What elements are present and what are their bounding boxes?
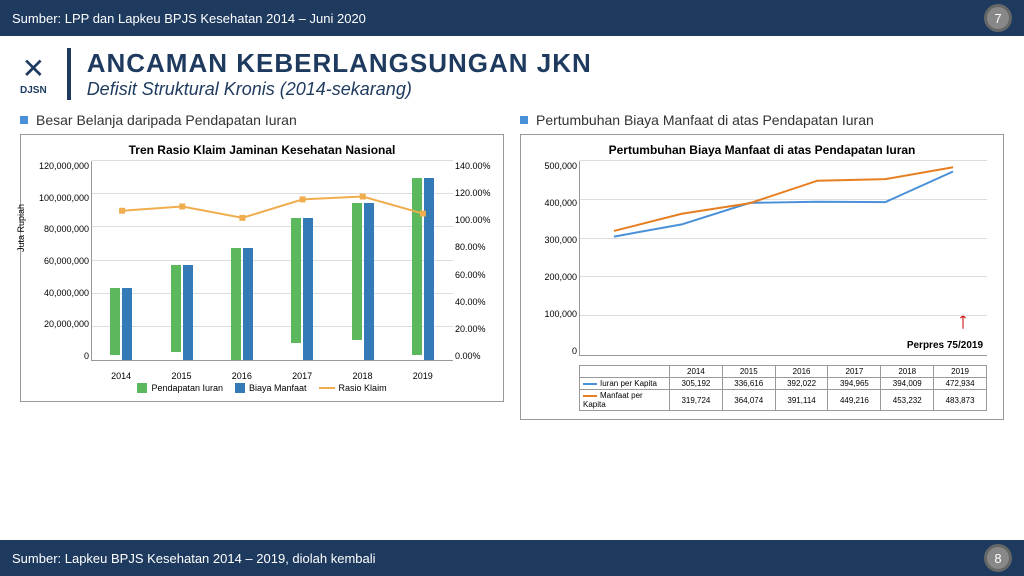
top-source-bar: Sumber: LPP dan Lapkeu BPJS Kesehatan 20… (0, 0, 1024, 36)
left-y-axis: 120,000,000100,000,00080,000,00060,000,0… (29, 161, 89, 361)
logo-icon: ✕ (22, 52, 45, 85)
bullet-icon (20, 116, 28, 124)
page-number-top: 7 (984, 4, 1012, 32)
right-data-table: 201420152016201720182019Iuran per Kapita… (579, 365, 987, 411)
logo: ✕ DJSN (20, 52, 47, 96)
left-chart-title: Tren Rasio Klaim Jaminan Kesehatan Nasio… (29, 143, 495, 157)
bottom-source-text: Sumber: Lapkeu BPJS Kesehatan 2014 – 201… (12, 551, 376, 566)
left-chart: Tren Rasio Klaim Jaminan Kesehatan Nasio… (20, 134, 504, 402)
left-y2-axis: 140.00%120.00%100.00%80.00%60.00%40.00%2… (455, 161, 495, 361)
left-plot (91, 161, 453, 361)
y-axis-label: Juta Rupiah (16, 204, 26, 252)
main-title: ANCAMAN KEBERLANGSUNGAN JKN (87, 48, 592, 79)
right-y-axis: 500,000400,000300,000200,000100,0000 (529, 161, 577, 356)
logo-text: DJSN (20, 85, 47, 96)
bullet-icon (520, 116, 528, 124)
left-heading: Besar Belanja daripada Pendapatan Iuran (20, 112, 504, 128)
top-source-text: Sumber: LPP dan Lapkeu BPJS Kesehatan 20… (12, 11, 366, 26)
page-number-bottom: 8 (984, 544, 1012, 572)
subtitle: Defisit Struktural Kronis (2014-sekarang… (87, 79, 592, 100)
left-x-labels: 201420152016201720182019 (91, 371, 453, 381)
right-chart: Pertumbuhan Biaya Manfaat di atas Pendap… (520, 134, 1004, 420)
left-column: Besar Belanja daripada Pendapatan Iuran … (20, 112, 504, 420)
right-column: Pertumbuhan Biaya Manfaat di atas Pendap… (520, 112, 1004, 420)
header: ✕ DJSN ANCAMAN KEBERLANGSUNGAN JKN Defis… (0, 36, 1024, 108)
title-block: ANCAMAN KEBERLANGSUNGAN JKN Defisit Stru… (67, 48, 592, 100)
left-legend: Pendapatan IuranBiaya ManfaatRasio Klaim (29, 383, 495, 393)
right-plot: ↑ Perpres 75/2019 (579, 161, 987, 356)
bottom-source-bar: Sumber: Lapkeu BPJS Kesehatan 2014 – 201… (0, 540, 1024, 576)
right-heading: Pertumbuhan Biaya Manfaat di atas Pendap… (520, 112, 1004, 128)
right-chart-title: Pertumbuhan Biaya Manfaat di atas Pendap… (529, 143, 995, 157)
